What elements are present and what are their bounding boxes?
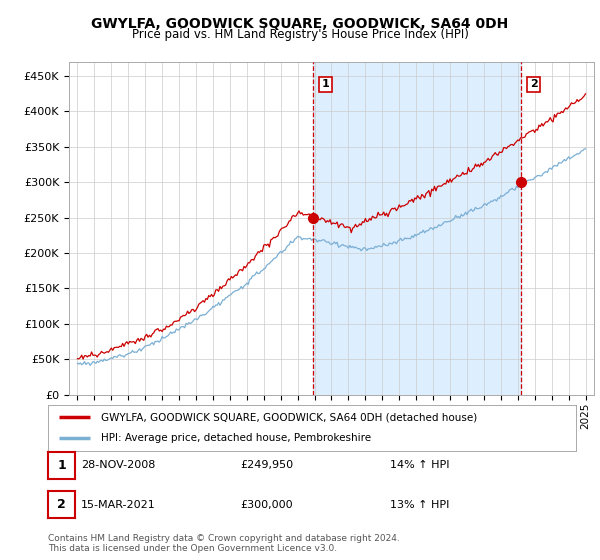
Text: 14% ↑ HPI: 14% ↑ HPI xyxy=(390,460,449,470)
Text: 2: 2 xyxy=(530,80,538,90)
Text: 2: 2 xyxy=(57,498,66,511)
Text: 28-NOV-2008: 28-NOV-2008 xyxy=(81,460,155,470)
Text: HPI: Average price, detached house, Pembrokeshire: HPI: Average price, detached house, Pemb… xyxy=(101,433,371,444)
Bar xyxy=(313,62,521,395)
Text: GWYLFA, GOODWICK SQUARE, GOODWICK, SA64 0DH (detached house): GWYLFA, GOODWICK SQUARE, GOODWICK, SA64 … xyxy=(101,412,477,422)
Text: 13% ↑ HPI: 13% ↑ HPI xyxy=(390,500,449,510)
Text: 1: 1 xyxy=(57,459,66,472)
Text: GWYLFA, GOODWICK SQUARE, GOODWICK, SA64 0DH: GWYLFA, GOODWICK SQUARE, GOODWICK, SA64 … xyxy=(91,17,509,31)
Text: Contains HM Land Registry data © Crown copyright and database right 2024.
This d: Contains HM Land Registry data © Crown c… xyxy=(48,534,400,553)
Text: 1: 1 xyxy=(322,80,329,90)
Text: 15-MAR-2021: 15-MAR-2021 xyxy=(81,500,156,510)
Text: £249,950: £249,950 xyxy=(240,460,293,470)
Text: Price paid vs. HM Land Registry's House Price Index (HPI): Price paid vs. HM Land Registry's House … xyxy=(131,28,469,41)
Text: £300,000: £300,000 xyxy=(240,500,293,510)
